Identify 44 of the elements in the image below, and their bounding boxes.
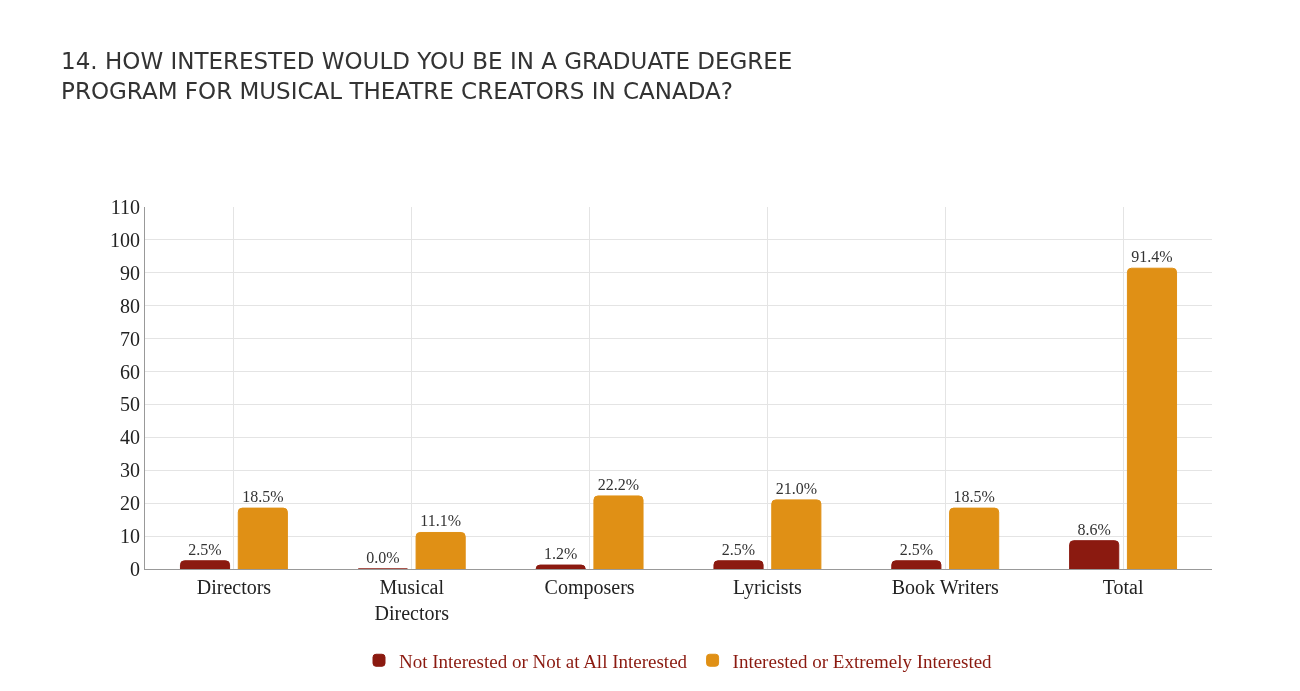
data-label: 18.5%	[242, 488, 284, 506]
data-label: 91.4%	[1131, 248, 1173, 266]
y-tick-label: 90	[120, 261, 140, 284]
y-tick-label: 10	[120, 525, 140, 548]
data-label: 8.6%	[1077, 520, 1111, 538]
data-label: 1.2%	[544, 545, 578, 563]
legend-label: Not Interested or Not at All Interested	[399, 650, 688, 672]
x-tick-label: Musical Directors	[374, 576, 450, 624]
data-label: 18.5%	[953, 488, 995, 506]
bar	[535, 564, 586, 569]
data-label: 21.0%	[775, 479, 817, 497]
y-tick-label: 50	[120, 393, 140, 416]
bar	[1069, 540, 1120, 569]
data-label: 2.5%	[899, 540, 934, 558]
data-label: 0.0%	[366, 549, 400, 566]
bar	[415, 531, 466, 569]
chart-title: 14. HOW INTERESTED WOULD YOU BE IN A GRADUATE DEGREE PROGRAM FOR MUSICAL THEATRE CREATORS IN CANADA?	[61, 48, 793, 104]
bar	[891, 560, 942, 569]
x-tick-label: Directors	[196, 576, 272, 598]
x-tick-label: Lyricists	[732, 576, 803, 599]
bar	[179, 560, 231, 569]
bar	[237, 507, 288, 569]
bar	[771, 499, 822, 569]
x-tick-label: Book Writers	[891, 576, 1000, 598]
y-tick-label: 60	[120, 360, 140, 383]
y-tick-label: 40	[120, 426, 140, 449]
y-tick-label: 30	[120, 459, 140, 482]
bar	[593, 495, 644, 569]
y-tick-label: 70	[120, 327, 140, 350]
y-tick-label: 80	[120, 294, 140, 317]
legend-label: Interested or Extremely Interested	[732, 650, 993, 672]
y-tick-label: 0	[130, 558, 140, 580]
y-tick-label: 100	[110, 228, 140, 251]
data-label: 22.2%	[597, 475, 640, 493]
y-tick-label: 110	[110, 196, 140, 218]
bar	[713, 560, 764, 569]
data-label: 2.5%	[188, 540, 222, 558]
bar	[949, 507, 1000, 569]
data-label: 11.1%	[420, 512, 462, 530]
bar	[1126, 267, 1178, 569]
data-label: 2.5%	[721, 540, 756, 558]
x-tick-label: Composers	[544, 576, 635, 599]
y-tick-label: 20	[120, 492, 140, 515]
x-tick-label: Total	[1102, 576, 1144, 598]
